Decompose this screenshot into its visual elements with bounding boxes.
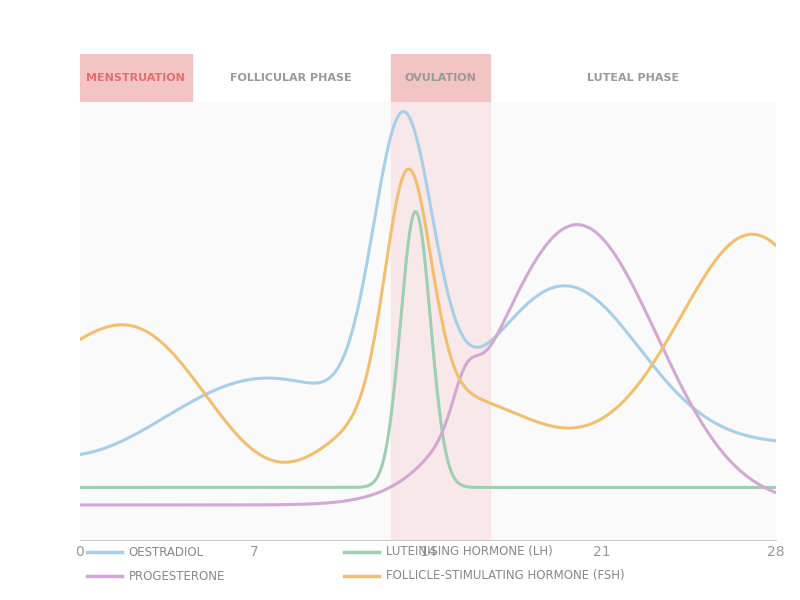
Text: FOLLICLE-STIMULATING HORMONE (FSH): FOLLICLE-STIMULATING HORMONE (FSH): [386, 569, 625, 583]
Y-axis label: HORMONE LEVELS: HORMONE LEVELS: [0, 269, 5, 373]
Bar: [80, 54, 192, 102]
Text: FOLLICULAR PHASE: FOLLICULAR PHASE: [230, 73, 352, 83]
Bar: [390, 54, 490, 102]
Bar: [390, 102, 490, 540]
Text: PROGESTERONE: PROGESTERONE: [129, 569, 225, 583]
Text: OVULATION: OVULATION: [405, 73, 476, 83]
Text: MENSTRUATION: MENSTRUATION: [86, 73, 186, 83]
Text: OESTRADIOL: OESTRADIOL: [129, 545, 204, 559]
Text: LUTEINISING HORMONE (LH): LUTEINISING HORMONE (LH): [386, 545, 553, 559]
Text: LUTEAL PHASE: LUTEAL PHASE: [587, 73, 679, 83]
